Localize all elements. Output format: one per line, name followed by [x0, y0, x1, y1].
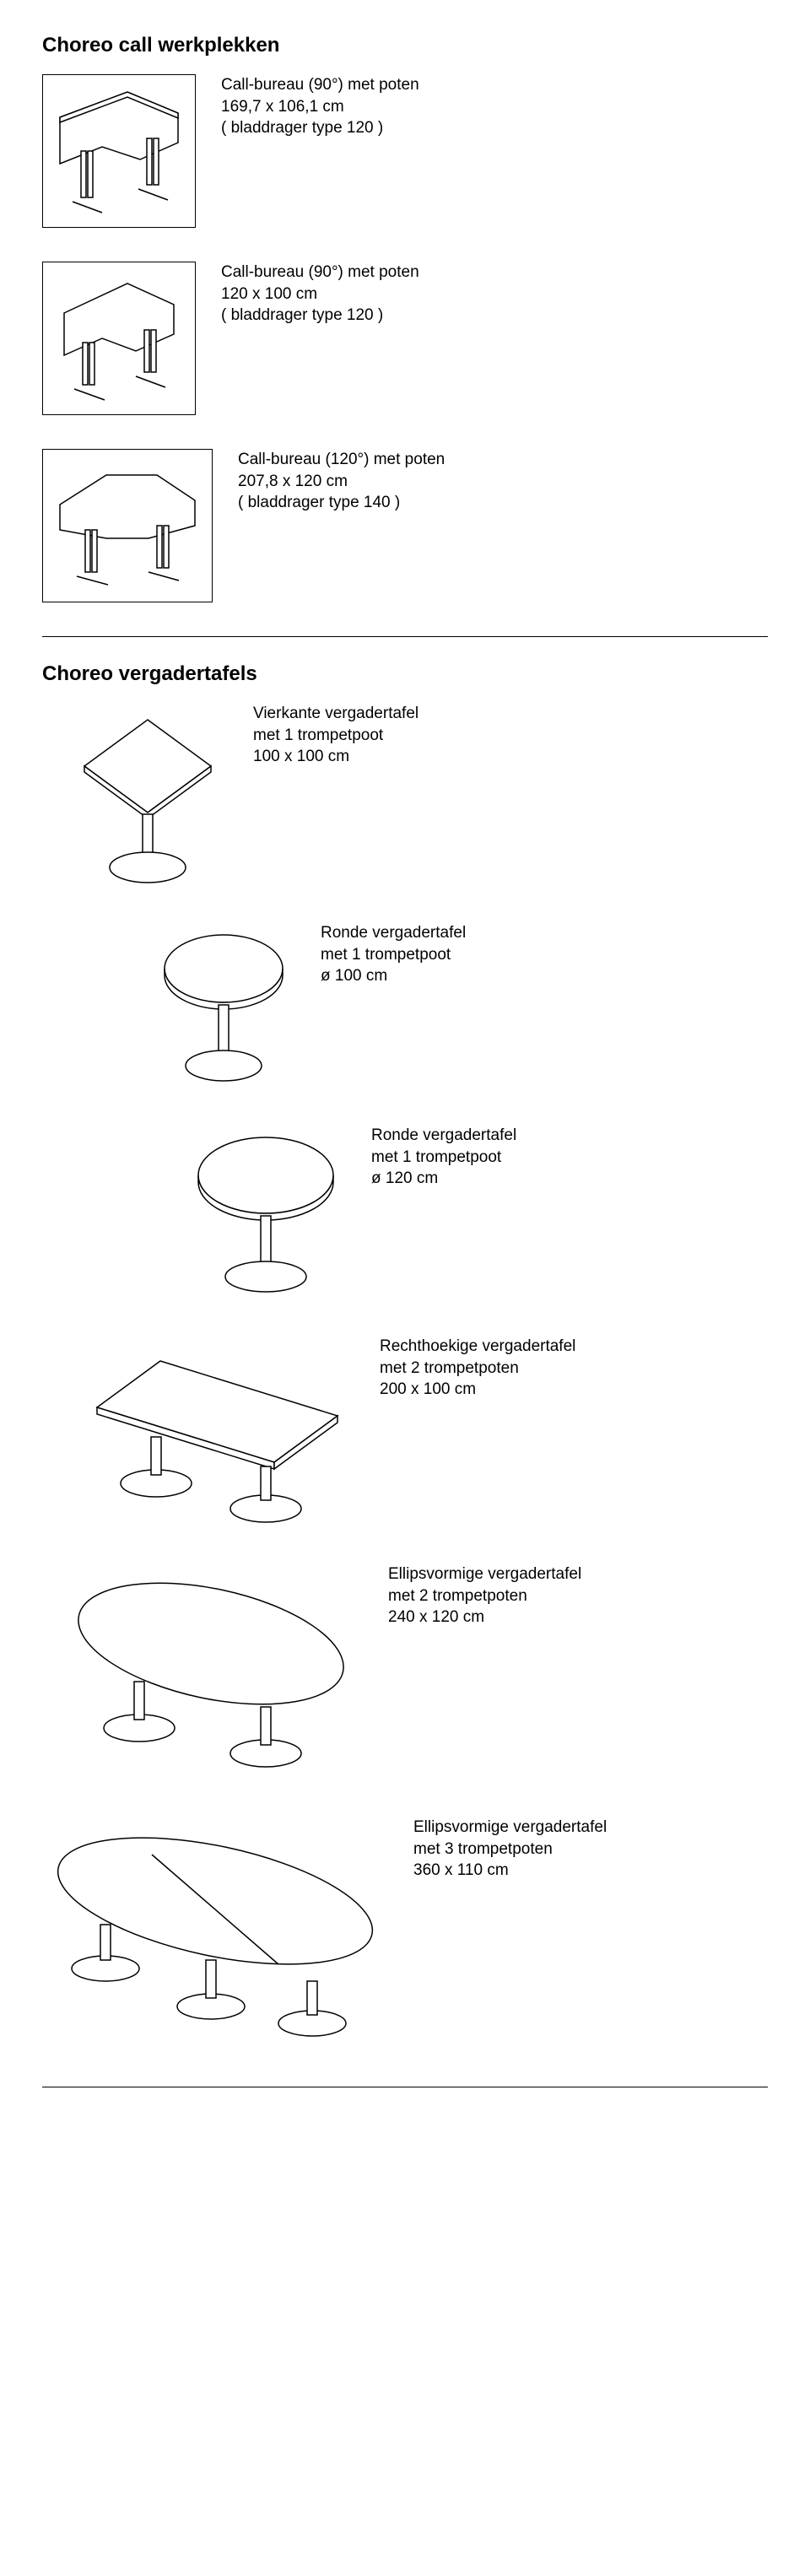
square-table-icon — [68, 703, 228, 888]
desc-ellipse-2: Ellipsvormige vergadertafel met 2 trompe… — [388, 1563, 768, 1628]
table-rect: Rechthoekige vergadertafel met 2 trompet… — [42, 1336, 768, 1530]
table-round-100: Ronde vergadertafel met 1 trompetpoot ø … — [42, 922, 768, 1091]
line3: ( bladdrager type 120 ) — [221, 305, 768, 327]
line2: met 1 trompetpoot — [253, 725, 768, 747]
line1: Ronde vergadertafel — [371, 1125, 768, 1147]
call-bureau-90-a: Call-bureau (90°) met poten 169,7 x 106,… — [42, 74, 768, 228]
section1-title: Choreo call werkplekken — [42, 34, 768, 57]
desc-call-90-b: Call-bureau (90°) met poten 120 x 100 cm… — [221, 262, 768, 327]
line3: 240 x 120 cm — [388, 1607, 768, 1628]
line2: met 3 trompetpoten — [413, 1839, 768, 1860]
thumb-call-90-a — [42, 74, 196, 228]
call-bureau-90-b: Call-bureau (90°) met poten 120 x 100 cm… — [42, 262, 768, 415]
call-bureau-120: Call-bureau (120°) met poten 207,8 x 120… — [42, 449, 768, 602]
line1: Call-bureau (120°) met poten — [238, 449, 768, 471]
ellipse-table-icon — [59, 1563, 363, 1783]
thumb-ellipse-2 — [59, 1563, 363, 1783]
round-table-icon — [186, 1125, 346, 1302]
line2: met 1 trompetpoot — [371, 1147, 768, 1169]
line2: met 2 trompetpoten — [388, 1585, 768, 1607]
line3: 200 x 100 cm — [380, 1379, 768, 1401]
line3: ( bladdrager type 120 ) — [221, 117, 768, 139]
line2: 207,8 x 120 cm — [238, 471, 768, 493]
line3: ( bladdrager type 140 ) — [238, 492, 768, 514]
desc-rect: Rechthoekige vergadertafel met 2 trompet… — [380, 1336, 768, 1401]
desk-icon — [47, 267, 191, 410]
thumb-square — [68, 703, 228, 888]
thumb-call-90-b — [42, 262, 196, 415]
desc-round-120: Ronde vergadertafel met 1 trompetpoot ø … — [371, 1125, 768, 1190]
thumb-call-120 — [42, 449, 213, 602]
desc-round-100: Ronde vergadertafel met 1 trompetpoot ø … — [321, 922, 768, 987]
desc-ellipse-3: Ellipsvormige vergadertafel met 3 trompe… — [413, 1817, 768, 1882]
line2: met 2 trompetpoten — [380, 1358, 768, 1380]
thumb-ellipse-3 — [42, 1817, 388, 2053]
line1: Call-bureau (90°) met poten — [221, 262, 768, 284]
divider — [42, 636, 768, 637]
line3: 100 x 100 cm — [253, 746, 768, 768]
desc-call-90-a: Call-bureau (90°) met poten 169,7 x 106,… — [221, 74, 768, 139]
line1: Ellipsvormige vergadertafel — [413, 1817, 768, 1839]
thumb-rect — [84, 1336, 354, 1530]
ellipse-table-icon — [42, 1817, 388, 2053]
line2: 120 x 100 cm — [221, 284, 768, 305]
round-table-icon — [152, 922, 295, 1091]
table-ellipse-3: Ellipsvormige vergadertafel met 3 trompe… — [42, 1817, 768, 2053]
table-square: Vierkante vergadertafel met 1 trompetpoo… — [42, 703, 768, 888]
table-ellipse-2: Ellipsvormige vergadertafel met 2 trompe… — [42, 1563, 768, 1783]
line3: ø 100 cm — [321, 965, 768, 987]
rect-table-icon — [84, 1336, 354, 1530]
line3: ø 120 cm — [371, 1168, 768, 1190]
thumb-round-100 — [152, 922, 295, 1091]
line2: 169,7 x 106,1 cm — [221, 96, 768, 118]
thumb-round-120 — [186, 1125, 346, 1302]
desc-call-120: Call-bureau (120°) met poten 207,8 x 120… — [238, 449, 768, 514]
desc-square: Vierkante vergadertafel met 1 trompetpoo… — [253, 703, 768, 768]
table-round-120: Ronde vergadertafel met 1 trompetpoot ø … — [42, 1125, 768, 1302]
desk-icon — [47, 79, 191, 223]
line1: Call-bureau (90°) met poten — [221, 74, 768, 96]
line1: Ronde vergadertafel — [321, 922, 768, 944]
desk-icon — [47, 454, 208, 597]
line2: met 1 trompetpoot — [321, 944, 768, 966]
line1: Vierkante vergadertafel — [253, 703, 768, 725]
line1: Rechthoekige vergadertafel — [380, 1336, 768, 1358]
line3: 360 x 110 cm — [413, 1860, 768, 1882]
section2-title: Choreo vergadertafels — [42, 662, 768, 686]
line1: Ellipsvormige vergadertafel — [388, 1563, 768, 1585]
